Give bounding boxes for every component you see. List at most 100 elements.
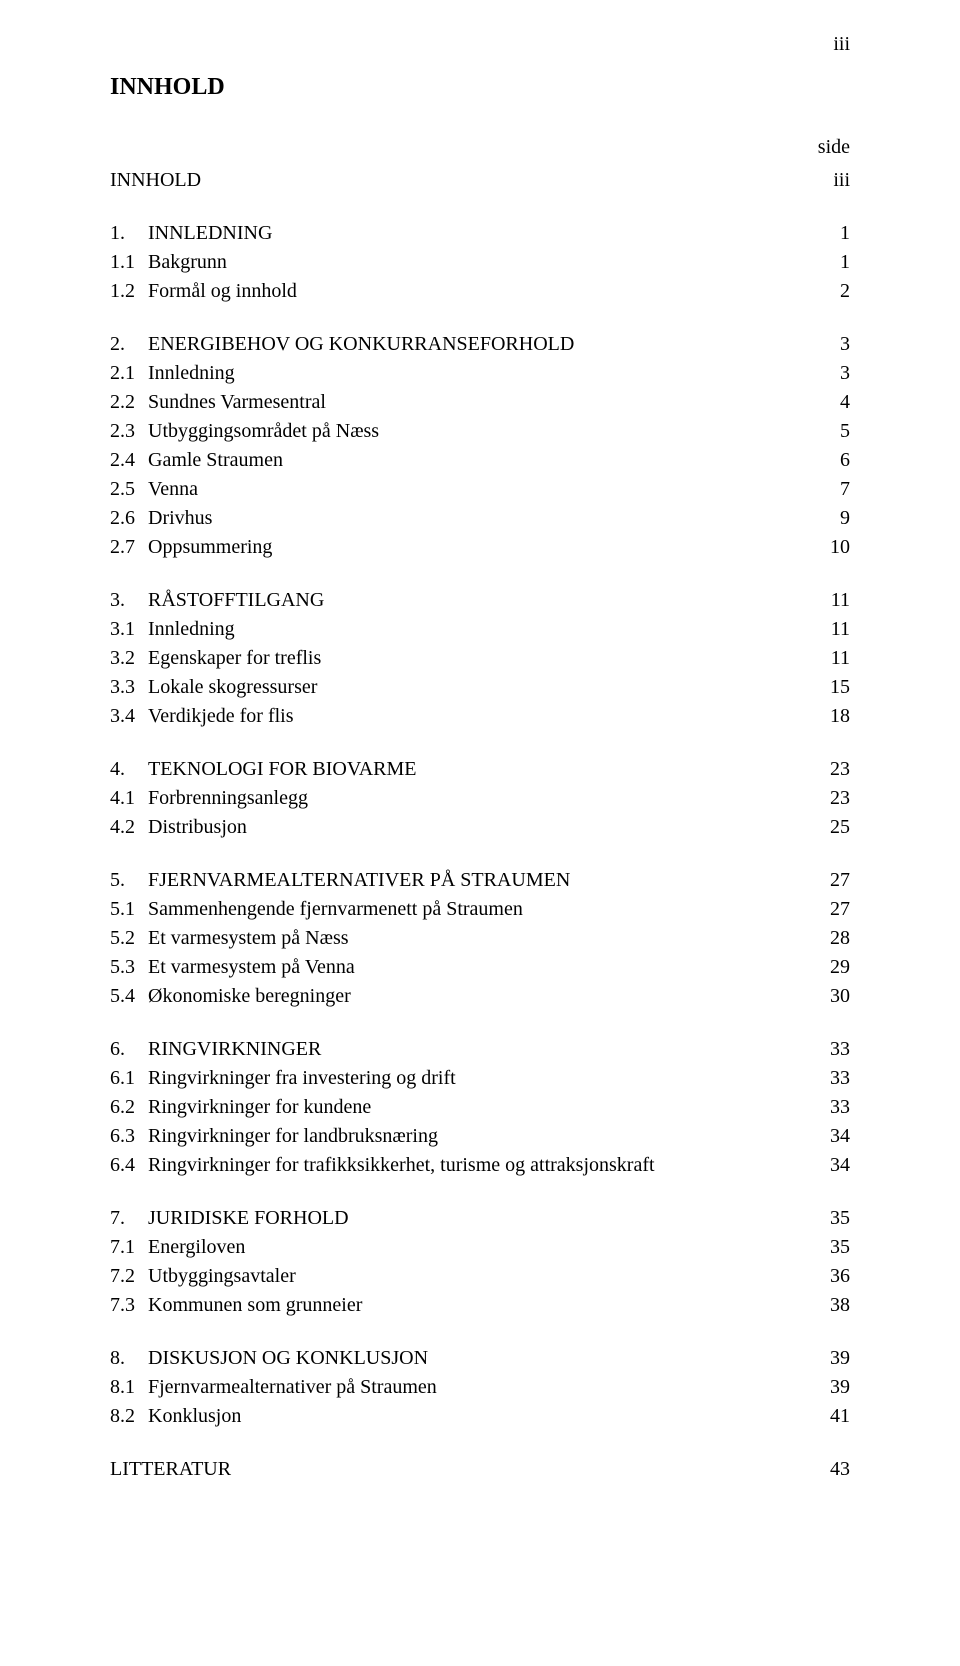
toc-row: 2.5Venna7 [110,475,850,504]
toc-label: Energiloven [148,1233,245,1262]
toc-row: 7.2Utbyggingsavtaler36 [110,1262,850,1291]
toc-page: 27 [818,866,850,895]
toc-number: 2.3 [110,417,148,446]
page-number-top: iii [833,30,850,59]
toc-entry: 7.1Energiloven [110,1233,245,1262]
toc-label: Lokale skogressurser [148,673,317,702]
toc-entry: 6.2Ringvirkninger for kundene [110,1093,371,1122]
toc-group: 3.RÅSTOFFTILGANG113.1Innledning113.2Egen… [110,586,850,731]
toc-label: INNHOLD [110,166,201,195]
toc-label: Ringvirkninger for trafikksikkerhet, tur… [148,1151,655,1180]
toc-label: Ringvirkninger for kundene [148,1093,371,1122]
toc-number: 2.5 [110,475,148,504]
toc-number: 5.4 [110,982,148,1011]
toc-number: 3.1 [110,615,148,644]
literature-label: LITTERATUR [110,1455,231,1484]
toc-label: Bakgrunn [148,248,227,277]
toc-row: 2.1Innledning3 [110,359,850,388]
toc-page: 11 [819,586,850,615]
toc-entry: 8.1Fjernvarmealternativer på Straumen [110,1373,437,1402]
toc-entry: 2.1Innledning [110,359,235,388]
literature-page: 43 [818,1455,850,1484]
toc-row: 6.1Ringvirkninger fra investering og dri… [110,1064,850,1093]
toc-label: Verdikjede for flis [148,702,294,731]
toc-number: 5.2 [110,924,148,953]
toc-number: 3.4 [110,702,148,731]
toc-group: 2.ENERGIBEHOV OG KONKURRANSEFORHOLD32.1I… [110,330,850,562]
toc-row: 6.2Ringvirkninger for kundene 33 [110,1093,850,1122]
toc-row: 8.1Fjernvarmealternativer på Straumen 39 [110,1373,850,1402]
side-label: side [110,133,850,162]
toc-page: 33 [818,1064,850,1093]
toc-entry: 2.4Gamle Straumen [110,446,283,475]
toc-label: Utbyggingsavtaler [148,1262,296,1291]
toc-row: 8.DISKUSJON OG KONKLUSJON39 [110,1344,850,1373]
toc-label: Økonomiske beregninger [148,982,351,1011]
toc-label: INNLEDNING [148,219,272,248]
toc-number: 3.3 [110,673,148,702]
toc-number: 3. [110,586,148,615]
toc-page: 23 [818,755,850,784]
toc-label: Forbrenningsanlegg [148,784,308,813]
toc-row: 5.2Et varmesystem på Næss28 [110,924,850,953]
toc-row: 2.3Utbyggingsområdet på Næss5 [110,417,850,446]
toc-row: 2.7Oppsummering 10 [110,533,850,562]
toc-number: 6.1 [110,1064,148,1093]
toc-page: 11 [819,615,850,644]
toc-label: Ringvirkninger fra investering og drift [148,1064,456,1093]
toc-entry: 2.7Oppsummering [110,533,272,562]
toc-page: 34 [818,1151,850,1180]
toc-number: 7.3 [110,1291,148,1320]
toc-entry: 3.2Egenskaper for treflis [110,644,321,673]
toc-row: 3.2Egenskaper for treflis11 [110,644,850,673]
toc-row: 5.3Et varmesystem på Venna29 [110,953,850,982]
toc-row: 7.3Kommunen som grunneier38 [110,1291,850,1320]
toc-page: 2 [828,277,850,306]
toc-number: 2.1 [110,359,148,388]
toc-row: 3.3Lokale skogressurser15 [110,673,850,702]
toc-number: 1. [110,219,148,248]
page-title: INNHOLD [110,70,850,105]
toc-row: 6.4Ringvirkninger for trafikksikkerhet, … [110,1151,850,1180]
toc-page: 33 [818,1035,850,1064]
toc-label: Oppsummering [148,533,272,562]
toc-entry: 6.RINGVIRKNINGER [110,1035,321,1064]
toc-label: Egenskaper for treflis [148,644,321,673]
toc-number: 2.4 [110,446,148,475]
toc-entry: INNHOLD [110,166,201,195]
toc-number: 4.1 [110,784,148,813]
toc-row: 4.TEKNOLOGI FOR BIOVARME23 [110,755,850,784]
toc-entry: 5.1Sammenhengende fjernvarmenett på Stra… [110,895,523,924]
toc-number: 8.1 [110,1373,148,1402]
toc-label: Kommunen som grunneier [148,1291,362,1320]
toc-row: 5.4Økonomiske beregninger 30 [110,982,850,1011]
toc-page: 30 [818,982,850,1011]
toc-entry: 3.3Lokale skogressurser [110,673,317,702]
toc-entry: 1.1Bakgrunn [110,248,227,277]
toc-entry: 1.INNLEDNING [110,219,272,248]
toc-number: 7. [110,1204,148,1233]
toc-entry: 5.4Økonomiske beregninger [110,982,351,1011]
toc-page: 9 [828,504,850,533]
toc-number: 5.3 [110,953,148,982]
toc-row: 7.JURIDISKE FORHOLD35 [110,1204,850,1233]
toc-page: 34 [818,1122,850,1151]
toc-page: 25 [818,813,850,842]
toc-label: TEKNOLOGI FOR BIOVARME [148,755,417,784]
toc-number: 8.2 [110,1402,148,1431]
toc-page: 10 [818,533,850,562]
toc-page: 39 [818,1373,850,1402]
toc-number: 6. [110,1035,148,1064]
toc-group: 5.FJERNVARMEALTERNATIVER PÅ STRAUMEN275.… [110,866,850,1011]
toc-entry: 7.2Utbyggingsavtaler [110,1262,296,1291]
toc-entry: 8.DISKUSJON OG KONKLUSJON [110,1344,428,1373]
toc-label: Sundnes Varmesentral [148,388,326,417]
toc-page: 33 [818,1093,850,1122]
toc-page: 1 [828,219,850,248]
toc-row: 5.FJERNVARMEALTERNATIVER PÅ STRAUMEN27 [110,866,850,895]
toc-group: 6.RINGVIRKNINGER336.1Ringvirkninger fra … [110,1035,850,1180]
toc-number: 8. [110,1344,148,1373]
toc-group: 1.INNLEDNING11.1Bakgrunn11.2Formål og in… [110,219,850,306]
toc-entry: 2.3Utbyggingsområdet på Næss [110,417,379,446]
toc-page: 1 [828,248,850,277]
